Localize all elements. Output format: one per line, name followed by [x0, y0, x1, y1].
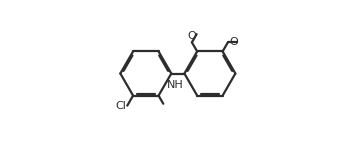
Text: O: O — [230, 37, 238, 47]
Text: NH: NH — [167, 80, 183, 90]
Text: Cl: Cl — [116, 101, 127, 111]
Text: O: O — [188, 31, 196, 41]
